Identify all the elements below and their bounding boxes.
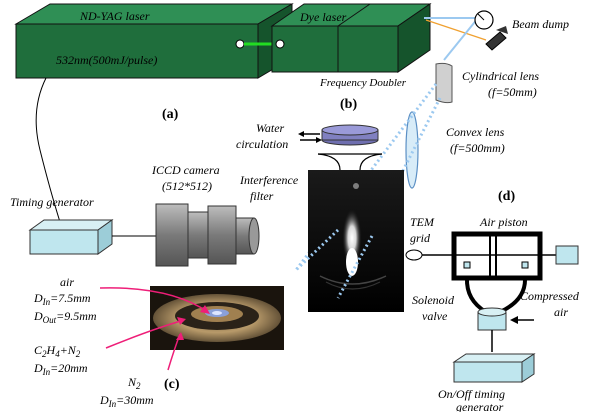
timing-generator-label: Timing generator — [10, 195, 94, 209]
flame-image — [308, 170, 404, 312]
air-label: air — [60, 275, 74, 289]
circulation-label: circulation — [236, 137, 288, 151]
onoff-label: On/Off timing — [438, 387, 505, 401]
cylindrical-lens: Cylindrical lens (f=50mm) — [436, 63, 539, 102]
convex-lens: Convex lens (f=500mm) — [406, 112, 505, 188]
cylindrical-lens-label: Cylindrical lens — [462, 69, 539, 83]
panel-label-a: (a) — [162, 107, 179, 122]
beam-dump-label: Beam dump — [512, 17, 569, 31]
convex-lens-focal: (f=500mm) — [450, 141, 505, 155]
uv-beam-down — [444, 18, 478, 60]
onoff-generator-label: generator — [456, 400, 504, 412]
air-piston-assembly — [406, 234, 578, 382]
water-label: Water — [256, 121, 285, 135]
solenoid-label: Solenoid — [412, 293, 455, 307]
frequency-doubler-label: Frequency Doubler — [319, 77, 407, 89]
tem-label: TEM — [410, 215, 435, 229]
panel-label-c: (c) — [164, 377, 180, 392]
beam-dump: Beam dump — [475, 11, 569, 50]
filter-label: filter — [250, 189, 274, 203]
valve-label: valve — [422, 309, 448, 323]
dye-laser-input-port — [276, 40, 284, 48]
d-in-n2: DIn=30mm — [99, 393, 154, 409]
compressed-label: Compressed — [520, 289, 580, 303]
d-in-air: DIn=7.5mm — [33, 291, 91, 307]
panel-label-d: (d) — [498, 189, 515, 204]
air-piston-label: Air piston — [479, 215, 528, 229]
water-circulation-device — [298, 125, 382, 170]
nd-yag-laser-spec: 532nm(500mJ/pulse) — [56, 53, 157, 67]
fuel-label: C2H4+N2 — [34, 343, 81, 359]
grid-label: grid — [410, 231, 431, 245]
d-out-air: DOut=9.5mm — [33, 309, 97, 325]
n2-label: N2 — [127, 375, 141, 391]
interference-label: Interference — [239, 173, 299, 187]
nd-yag-laser-title: ND-YAG laser — [79, 9, 150, 23]
d-in-fuel: DIn=20mm — [33, 361, 88, 377]
iccd-camera-label: ICCD camera — [151, 163, 220, 177]
dye-laser-title: Dye laser — [299, 10, 347, 24]
cylindrical-lens-focal: (f=50mm) — [488, 85, 537, 99]
timing-generator — [30, 220, 112, 254]
nd-yag-laser: ND-YAG laser 532nm(500mJ/pulse) — [16, 4, 292, 78]
compressed-air-label: air — [554, 305, 568, 319]
laser-output-port — [236, 40, 244, 48]
convex-lens-label: Convex lens — [446, 125, 505, 139]
dye-laser: Dye laser Frequency Doubler — [272, 4, 430, 89]
iccd-camera-res: (512*512) — [162, 179, 212, 193]
iccd-camera — [156, 204, 259, 266]
panel-label-b: (b) — [340, 97, 357, 112]
